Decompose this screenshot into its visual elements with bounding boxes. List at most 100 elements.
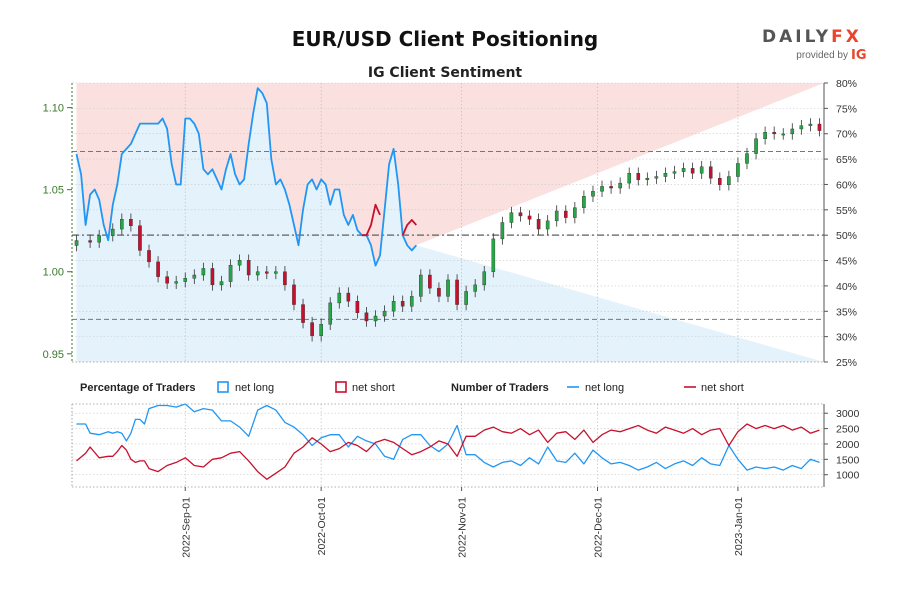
net-short-pct-line (361, 203, 417, 237)
candle-body-15 (219, 281, 224, 286)
candle-body-16 (228, 264, 233, 282)
date-tick-label-1: 2022-Oct-01 (316, 497, 328, 556)
candle-body-11 (183, 278, 188, 282)
candle-body-63 (654, 176, 659, 179)
percent-tick-label-6: 55% (836, 205, 857, 217)
candle-body-20 (264, 271, 269, 274)
candle-body-6 (138, 225, 142, 251)
candle-body-38 (428, 274, 432, 289)
legend-net-long-pct-label: net long (235, 382, 274, 394)
candle-body-0 (74, 240, 79, 246)
candle-body-21 (274, 271, 278, 274)
percent-tick-label-5: 50% (836, 230, 857, 242)
candle-body-58 (609, 186, 613, 189)
candle-body-65 (672, 171, 677, 174)
candle-body-68 (699, 166, 704, 174)
candle-body-48 (518, 212, 523, 217)
candle-body-30 (355, 301, 360, 313)
lower-grid (72, 404, 824, 487)
candle-body-75 (763, 132, 767, 139)
percent-tick-label-4: 45% (836, 256, 857, 268)
percent-tick-label-2: 35% (836, 306, 857, 318)
candle-body-8 (156, 261, 160, 277)
candle-body-7 (147, 250, 151, 263)
count-tick-label-3: 2500 (836, 424, 860, 436)
chart-subtitle: IG Client Sentiment (368, 65, 523, 81)
lower-axes (71, 403, 825, 488)
candle-body-54 (573, 207, 577, 218)
candle-body-31 (364, 312, 369, 322)
sentiment-background (76, 83, 824, 362)
candle-body-64 (663, 173, 668, 177)
candle-body-3 (110, 228, 115, 236)
candle-body-39 (437, 287, 441, 297)
count-tick-label-2: 2000 (836, 439, 860, 451)
price-tick-label-2: 1.05 (43, 185, 64, 197)
candle-body-70 (718, 177, 722, 185)
candle-body-72 (736, 163, 740, 177)
reference-lines (72, 150, 824, 320)
candle-body-50 (536, 219, 541, 230)
percent-tick-label-7: 60% (836, 179, 857, 191)
dailyfx-logo: DAILYFX provided by IG (762, 27, 867, 63)
date-tick-label-3: 2022-Dec-01 (592, 497, 604, 558)
candle-body-69 (708, 166, 713, 179)
candle-body-62 (645, 177, 650, 181)
svg-text:DAILYFX: DAILYFX (762, 27, 862, 47)
candle-body-18 (246, 260, 251, 276)
candle-body-43 (473, 284, 477, 292)
candle-body-67 (690, 168, 695, 174)
percent-tick-label-3: 40% (836, 281, 857, 293)
percent-tick-label-10: 75% (836, 103, 857, 115)
candle-body-59 (618, 182, 622, 189)
percent-tick-label-1: 30% (836, 332, 857, 344)
price-axis-ticks: 0.95 1.00 1.05 1.10 (43, 103, 72, 361)
legend-num-title: Number of Traders (451, 382, 549, 394)
candle-body-17 (237, 260, 242, 266)
net-short-area (76, 83, 824, 266)
candle-body-49 (527, 215, 532, 220)
net-short-pct-path-1 (401, 219, 417, 236)
candle-body-56 (591, 191, 595, 197)
candle-body-36 (409, 296, 414, 307)
price-tick-label-1: 1.00 (43, 267, 64, 279)
legend: Percentage of Traders net long net short… (80, 381, 744, 394)
candle-body-45 (491, 238, 496, 272)
candle-body-22 (283, 271, 287, 286)
candle-body-80 (808, 123, 813, 126)
count-tick-label-1: 1500 (836, 454, 860, 466)
candle-body-74 (754, 138, 758, 154)
candle-body-25 (310, 322, 314, 336)
candle-body-13 (201, 268, 206, 276)
candle-body-46 (500, 222, 505, 240)
candle-body-28 (337, 292, 342, 304)
net-long-count-path (76, 403, 820, 471)
candle-body-60 (627, 173, 632, 184)
percent-tick-label-0: 25% (836, 357, 857, 369)
candle-body-27 (328, 302, 333, 325)
candle-body-77 (781, 133, 786, 136)
candle-body-53 (563, 210, 568, 218)
count-axis-ticks: 1000 1500 2000 2500 3000 (824, 408, 860, 482)
legend-net-long-pct-swatch (217, 381, 229, 393)
upper-axes (71, 83, 825, 363)
candle-body-33 (382, 310, 387, 317)
candle-body-2 (97, 235, 101, 243)
net-short-count-line (76, 423, 820, 480)
candle-body-9 (165, 276, 169, 284)
candle-body-44 (482, 271, 487, 286)
brand-provided-by: provided by (796, 50, 848, 61)
candle-body-76 (772, 132, 776, 135)
brand-dail: DAIL (762, 27, 816, 47)
date-tick-label-4: 2023-Jan-01 (733, 497, 745, 556)
candle-body-5 (129, 219, 133, 226)
candle-body-61 (636, 173, 641, 181)
candle-body-79 (799, 125, 804, 130)
percent-tick-label-11: 80% (836, 78, 857, 90)
net-long-pct-line (75, 87, 417, 267)
net-short-pct-path-0 (361, 203, 381, 237)
percent-axis-ticks: 25% 30% 35% 40% 45% 50% 55% 60% 65% 70% 75% 80% (824, 78, 857, 369)
legend-net-short-num-label: net short (701, 382, 744, 394)
candle-body-26 (319, 324, 323, 336)
